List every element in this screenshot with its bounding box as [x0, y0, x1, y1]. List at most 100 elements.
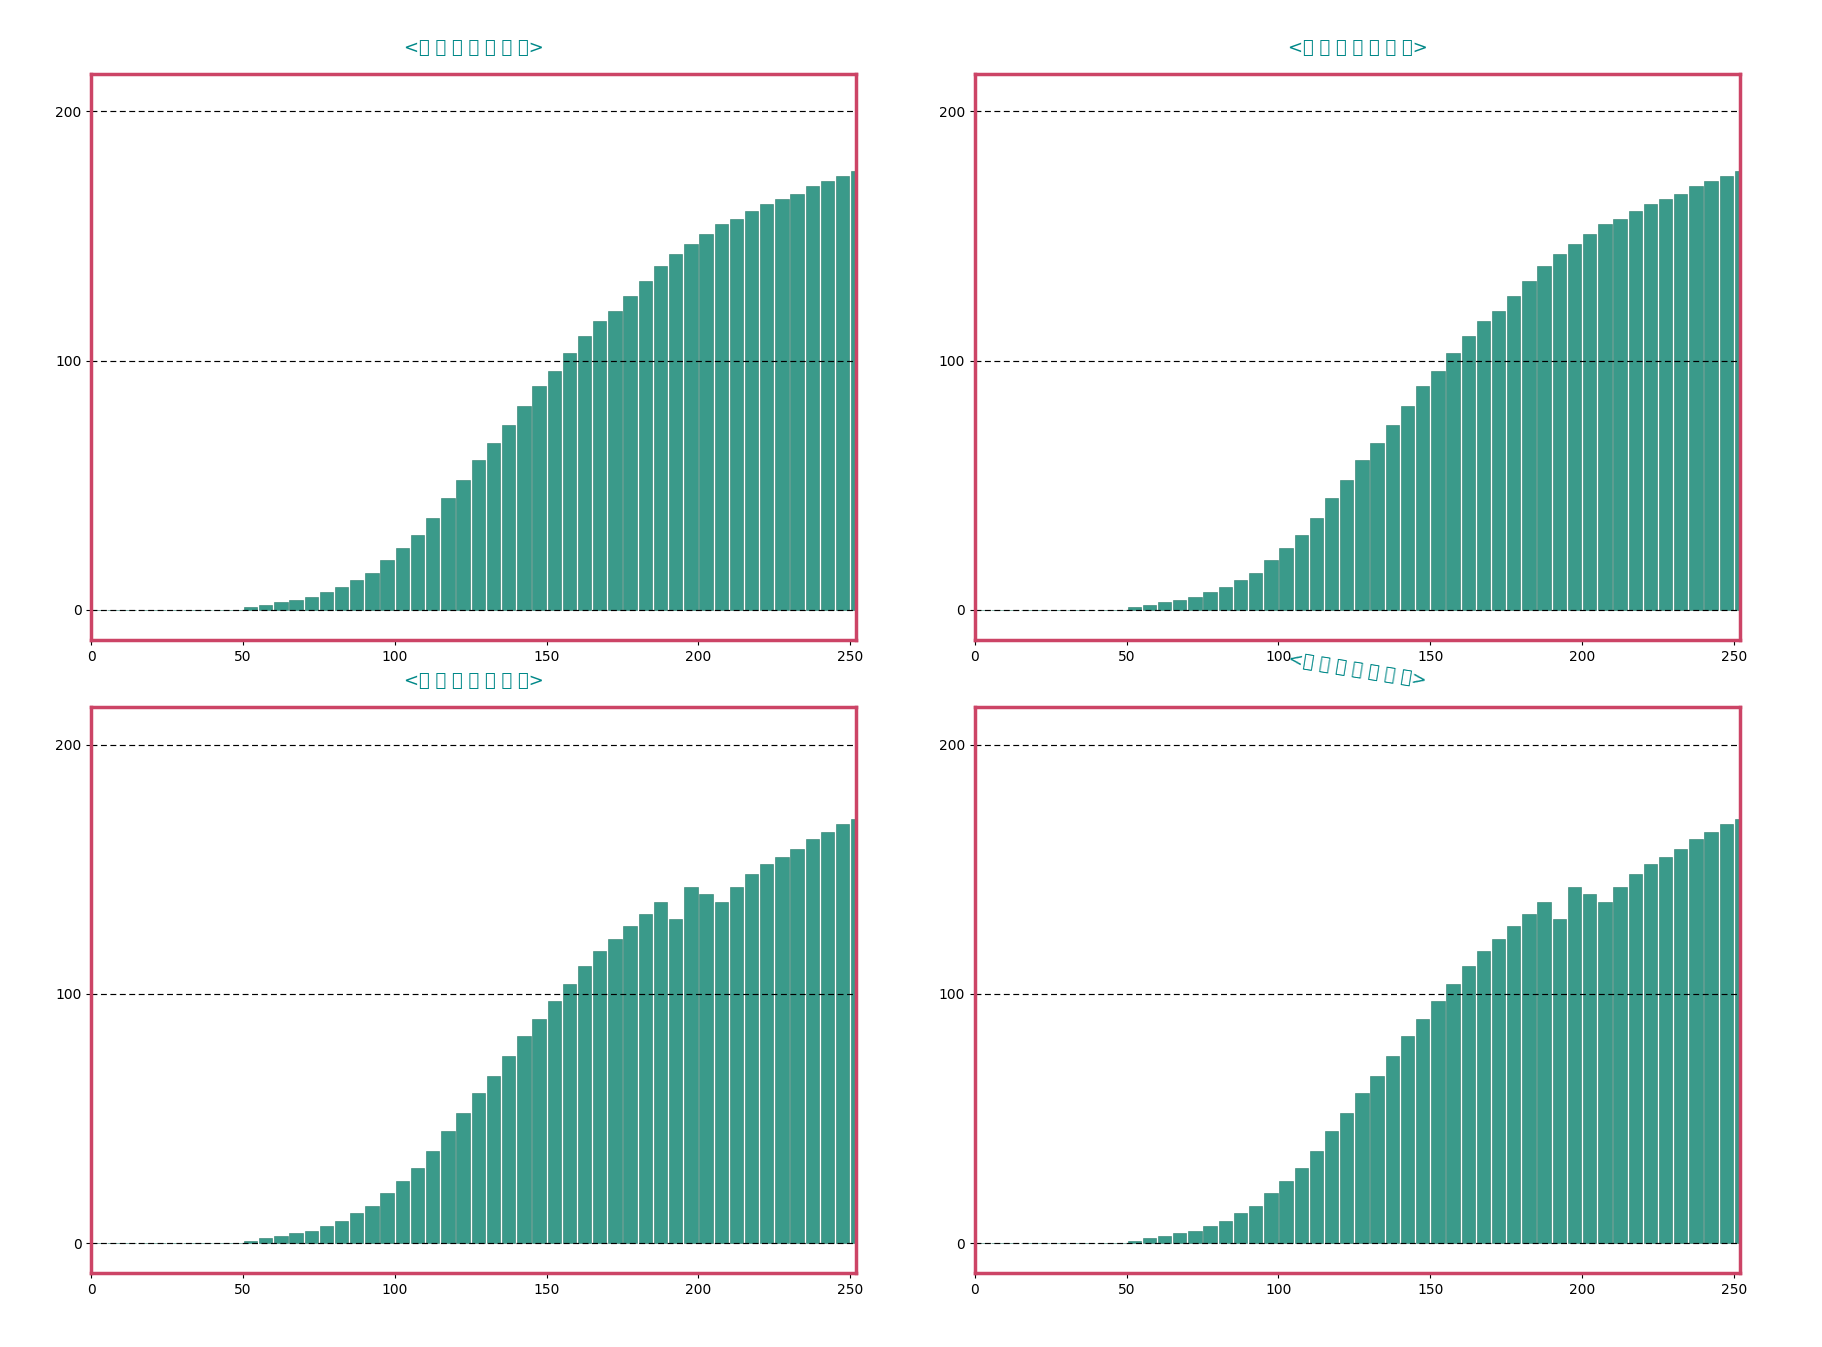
Bar — [973, 136, 986, 610]
Bar — [1598, 224, 1612, 610]
Bar — [911, 832, 926, 1243]
Bar — [1128, 1241, 1141, 1243]
Bar — [700, 894, 712, 1243]
Bar — [1443, 418, 1456, 610]
Bar — [1170, 1044, 1182, 1243]
Bar — [1233, 581, 1248, 610]
Bar — [1689, 839, 1704, 1243]
Bar — [395, 548, 408, 610]
Bar — [1141, 1014, 1153, 1243]
Bar — [1201, 191, 1213, 610]
Bar — [1780, 156, 1793, 610]
Bar — [745, 211, 758, 610]
Bar — [1321, 303, 1336, 610]
Bar — [1674, 194, 1687, 610]
Bar — [1049, 121, 1062, 610]
Bar — [426, 1150, 439, 1243]
Bar — [592, 951, 607, 1243]
Bar — [1142, 605, 1155, 610]
Bar — [1124, 998, 1137, 1243]
Bar — [412, 1168, 425, 1243]
Bar — [1447, 353, 1459, 610]
Bar — [381, 560, 394, 610]
Bar — [1811, 836, 1822, 1243]
Bar — [1370, 1076, 1385, 1243]
Bar — [1184, 179, 1199, 610]
Bar — [1458, 432, 1472, 610]
Bar — [1292, 273, 1305, 610]
Bar — [1201, 1074, 1213, 1243]
Bar — [1780, 824, 1793, 1243]
Bar — [820, 832, 834, 1243]
Bar — [1155, 1029, 1168, 1243]
Bar — [273, 1235, 288, 1243]
Bar — [350, 581, 363, 610]
Bar — [867, 816, 880, 1243]
Bar — [563, 353, 576, 610]
Bar — [1033, 119, 1046, 610]
Bar — [1565, 602, 1578, 610]
Bar — [1720, 176, 1733, 610]
Bar — [1387, 1056, 1399, 1243]
Bar — [486, 443, 499, 610]
Bar — [1689, 186, 1704, 610]
Bar — [1552, 253, 1567, 610]
Bar — [820, 182, 834, 610]
Bar — [729, 886, 743, 1243]
Bar — [1275, 1148, 1290, 1243]
Bar — [1246, 229, 1259, 610]
Bar — [335, 1220, 348, 1243]
Bar — [1674, 849, 1687, 1243]
Bar — [896, 156, 909, 610]
Bar — [1064, 127, 1077, 610]
Bar — [654, 901, 667, 1243]
Bar — [364, 572, 379, 610]
Bar — [988, 132, 1002, 610]
Bar — [1489, 461, 1501, 610]
Text: <得 点 分 布 グ ラ フ>: <得 点 分 布 グ ラ フ> — [1288, 39, 1427, 57]
Bar — [942, 845, 955, 1243]
Bar — [1428, 403, 1441, 610]
Bar — [1219, 1220, 1232, 1243]
Bar — [1580, 607, 1592, 610]
Bar — [1341, 481, 1354, 610]
Bar — [547, 1001, 561, 1243]
Bar — [1569, 244, 1581, 610]
Bar — [1337, 315, 1350, 610]
Bar — [1275, 259, 1290, 610]
Bar — [1279, 548, 1294, 610]
Bar — [791, 849, 804, 1243]
Bar — [1629, 874, 1642, 1243]
Bar — [851, 171, 865, 610]
Bar — [1215, 203, 1228, 610]
Bar — [1416, 1018, 1430, 1243]
Bar — [1397, 1235, 1410, 1243]
Bar — [1124, 147, 1137, 610]
Bar — [1538, 265, 1551, 610]
Bar — [503, 426, 516, 610]
Bar — [1412, 391, 1427, 610]
Bar — [547, 370, 561, 610]
Bar — [335, 587, 348, 610]
Bar — [1552, 919, 1567, 1243]
Bar — [729, 218, 743, 610]
Bar — [1230, 216, 1244, 610]
Bar — [1292, 1161, 1305, 1243]
Bar — [1538, 901, 1551, 1243]
Bar — [1155, 162, 1168, 610]
Bar — [1416, 385, 1430, 610]
Bar — [882, 162, 895, 610]
Bar — [1766, 819, 1778, 1243]
Bar — [1507, 296, 1521, 610]
Bar — [412, 535, 425, 610]
Bar — [1366, 346, 1381, 610]
Bar — [1325, 1131, 1337, 1243]
Bar — [395, 1181, 408, 1243]
Bar — [745, 874, 758, 1243]
Bar — [1520, 485, 1532, 610]
Bar — [1170, 168, 1182, 610]
Bar — [517, 405, 530, 610]
Bar — [1352, 1214, 1365, 1243]
Bar — [958, 139, 971, 610]
Bar — [1643, 203, 1658, 610]
